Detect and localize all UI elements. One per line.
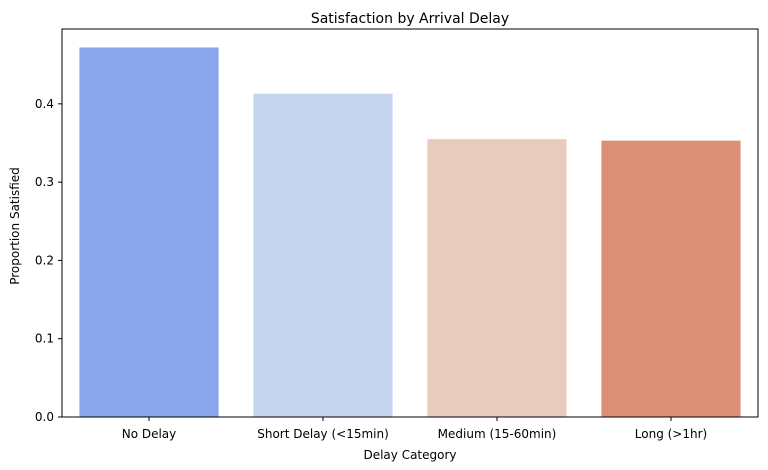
y-tick-label-1: 0.1 bbox=[35, 332, 54, 346]
bars-group bbox=[79, 47, 741, 418]
y-tick-label-0: 0.0 bbox=[35, 410, 54, 424]
y-tick-label-4: 0.4 bbox=[35, 97, 54, 111]
x-tick-label-2: Medium (15-60min) bbox=[438, 427, 557, 441]
y-axis: 0.0 0.1 0.2 0.3 0.4 bbox=[35, 97, 62, 424]
bar-0 bbox=[79, 47, 219, 417]
y-tick-label-2: 0.2 bbox=[35, 253, 54, 267]
x-tick-label-0: No Delay bbox=[122, 427, 177, 441]
bar-2 bbox=[427, 139, 567, 417]
y-tick-label-3: 0.3 bbox=[35, 175, 54, 189]
chart-title: Satisfaction by Arrival Delay bbox=[311, 11, 509, 27]
plot-frame bbox=[61, 28, 759, 418]
x-axis: No Delay Short Delay (<15min) Medium (15-6… bbox=[122, 417, 707, 441]
x-tick-label-3: Long (>1hr) bbox=[635, 427, 707, 441]
bar-1 bbox=[253, 93, 393, 418]
x-axis-label: Delay Category bbox=[363, 448, 456, 462]
y-axis-label: Proportion Satisfied bbox=[8, 167, 22, 285]
x-tick-label-1: Short Delay (<15min) bbox=[257, 427, 389, 441]
bar-3 bbox=[601, 140, 741, 418]
